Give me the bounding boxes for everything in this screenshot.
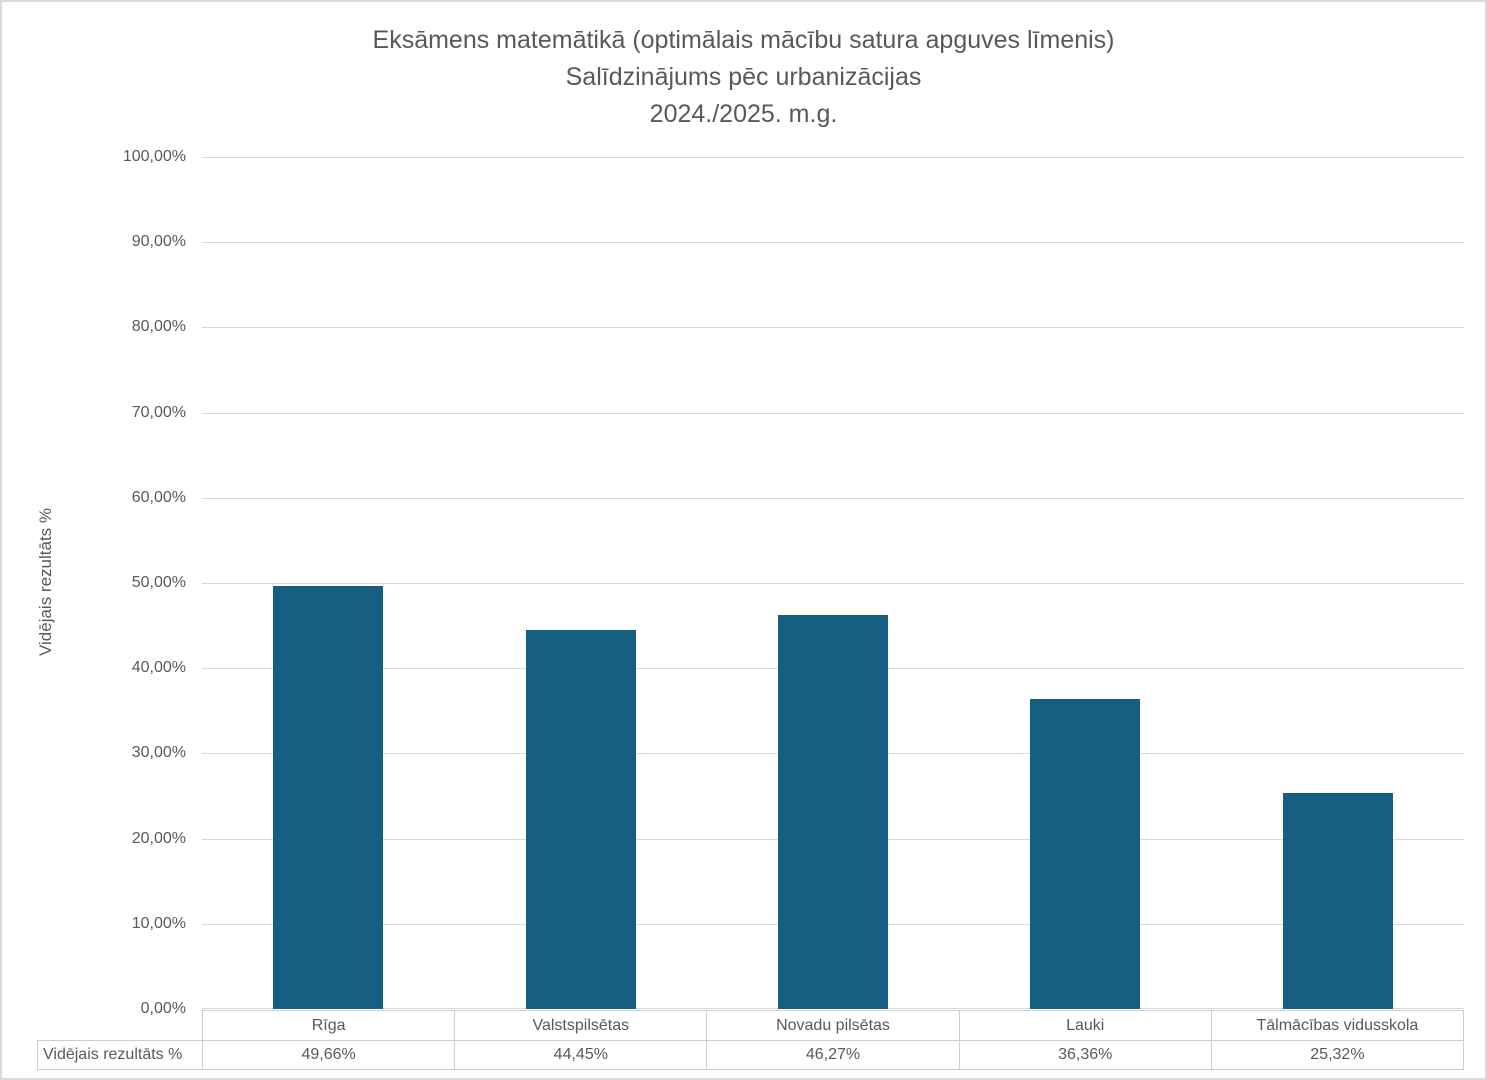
data-table-column-2: Valstspilsētas 44,45% xyxy=(454,1011,707,1069)
y-axis-ticks: 100,00% 90,00% 80,00% 70,00% 60,00% 50,00% 40,… xyxy=(2,148,186,1017)
y-axis-tick-label: 40,00% xyxy=(131,659,186,677)
bar-3 xyxy=(778,614,888,1009)
y-axis-tick-label: 50,00% xyxy=(131,574,186,591)
data-table: Vidējais rezultāts % Rīga 49,66% Valstspil… xyxy=(37,1010,1464,1070)
y-axis-tick-label: 60,00% xyxy=(131,488,186,506)
chart-title-line-1: Eksāmens matemātikā (optimālais mācību s… xyxy=(372,26,1115,54)
y-axis-tick-label: 0,00% xyxy=(140,1000,186,1017)
data-table-row-header: Vidējais rezultāts % xyxy=(37,1040,203,1070)
y-axis-tick-label: 80,00% xyxy=(131,318,186,336)
data-table-column-5: Tālmācības vidusskola 25,32% xyxy=(1210,1011,1464,1069)
bar-5 xyxy=(1282,793,1393,1009)
gridline xyxy=(202,497,1464,499)
value-cell: 44,45% xyxy=(553,1046,608,1063)
data-table-column-3: Novadu pilsētas 46,27% xyxy=(706,1011,959,1069)
category-label: Valstspilsētas xyxy=(455,1011,707,1041)
chart-title-line-3: 2024./2025. m.g. xyxy=(649,100,838,128)
data-table-column-4: Lauki 36,36% xyxy=(958,1011,1211,1069)
gridline xyxy=(202,242,1464,244)
gridline xyxy=(202,327,1464,329)
gridline xyxy=(202,157,1464,158)
category-label: Novadu pilsētas xyxy=(707,1011,959,1041)
value-cell: 36,36% xyxy=(1058,1046,1113,1063)
bar-4 xyxy=(1030,699,1141,1009)
gridline xyxy=(202,583,1464,584)
plot-area xyxy=(202,157,1464,1009)
y-axis-tick-label: 30,00% xyxy=(131,744,186,762)
y-axis-tick-label: 10,00% xyxy=(131,914,186,932)
category-label: Lauki xyxy=(959,1011,1211,1041)
value-cell: 49,66% xyxy=(301,1046,356,1063)
gridline xyxy=(202,412,1464,414)
data-table-columns: Rīga 49,66% Valstspilsētas 44,45% Novadu pil… xyxy=(202,1010,1464,1070)
category-label: Rīga xyxy=(203,1011,455,1041)
value-cell: 25,32% xyxy=(1310,1046,1365,1063)
y-axis-tick-label: 70,00% xyxy=(131,403,186,421)
value-cell: 46,27% xyxy=(805,1046,861,1063)
y-axis-tick-label: 90,00% xyxy=(131,233,186,251)
data-table-column-1: Rīga 49,66% xyxy=(202,1011,455,1069)
chart-title-line-2: Salīdzinājums pēc urbanizācijas xyxy=(565,63,922,91)
y-axis-tick-label: 100,00% xyxy=(122,148,186,165)
category-label: Tālmācības vidusskola xyxy=(1211,1011,1464,1041)
bar-1 xyxy=(273,585,384,1009)
chart-title: Eksāmens matemātikā (optimālais mācību s… xyxy=(2,22,1485,133)
y-axis-tick-label: 20,00% xyxy=(131,829,186,847)
bar-2 xyxy=(525,630,636,1009)
